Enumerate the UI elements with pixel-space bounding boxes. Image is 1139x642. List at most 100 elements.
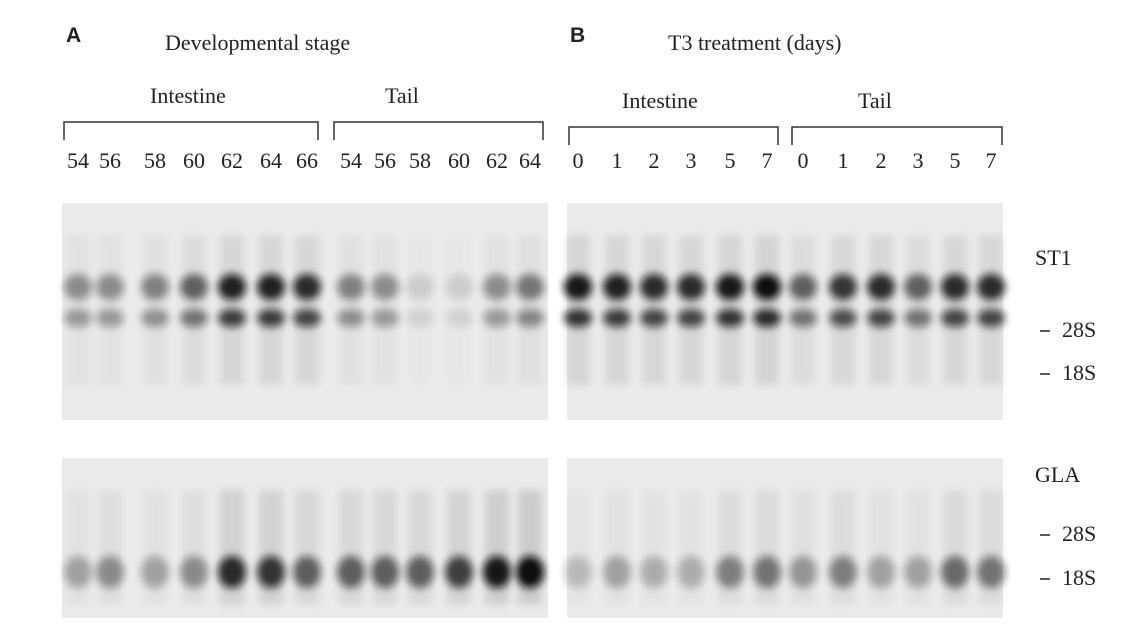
band	[406, 274, 434, 300]
band	[180, 309, 208, 327]
band	[218, 556, 246, 588]
lane-label: 0	[798, 148, 809, 173]
marker-label: 28S	[1062, 317, 1096, 342]
band	[257, 309, 285, 327]
lane-label: 1	[838, 148, 849, 173]
band	[96, 274, 124, 300]
lane-label: 56	[374, 148, 396, 173]
lane-label: 54	[340, 148, 362, 173]
band	[337, 556, 365, 588]
band	[141, 556, 169, 588]
band	[904, 274, 932, 300]
band	[753, 556, 781, 588]
band	[677, 309, 705, 327]
band	[180, 556, 208, 588]
band	[180, 274, 208, 300]
lane-label: 64	[519, 148, 541, 173]
band	[640, 274, 668, 300]
band	[337, 309, 365, 327]
band	[257, 556, 285, 588]
band	[406, 309, 434, 327]
band	[96, 556, 124, 588]
band	[371, 274, 399, 300]
panel-title: T3 treatment (days)	[668, 30, 842, 55]
band	[141, 274, 169, 300]
blot-b-gla	[567, 458, 1003, 618]
lane-label: 7	[762, 148, 773, 173]
lane-label: 1	[612, 148, 623, 173]
band	[516, 556, 544, 588]
band	[483, 274, 511, 300]
band	[941, 556, 969, 588]
band	[445, 309, 473, 327]
lane-label: 60	[448, 148, 470, 173]
lane-label: 7	[986, 148, 997, 173]
band	[406, 556, 434, 588]
band	[564, 274, 592, 300]
band	[977, 309, 1005, 327]
band	[337, 274, 365, 300]
band	[789, 274, 817, 300]
brackets	[63, 121, 1003, 145]
probe-name: ST1	[1035, 245, 1072, 270]
group-name: Tail	[858, 88, 892, 113]
marker-label: 18S	[1062, 360, 1096, 385]
lane-label: 3	[913, 148, 924, 173]
band	[64, 556, 92, 588]
band	[603, 556, 631, 588]
band	[483, 556, 511, 588]
lane-label: 66	[296, 148, 318, 173]
lane-label: 58	[409, 148, 431, 173]
band	[564, 556, 592, 588]
band	[716, 309, 744, 327]
band	[483, 309, 511, 327]
lane-label: 0	[573, 148, 584, 173]
panel-label: A	[66, 24, 81, 47]
band	[867, 556, 895, 588]
lane-label: 64	[260, 148, 282, 173]
band	[941, 309, 969, 327]
band	[677, 556, 705, 588]
band	[640, 556, 668, 588]
lane-label: 60	[183, 148, 205, 173]
marker-label: 28S	[1062, 521, 1096, 546]
lane-label: 62	[221, 148, 243, 173]
lane-label: 5	[725, 148, 736, 173]
band	[96, 309, 124, 327]
group-name: Tail	[385, 83, 419, 108]
band	[64, 309, 92, 327]
band	[789, 556, 817, 588]
band	[753, 309, 781, 327]
band	[829, 274, 857, 300]
band	[829, 556, 857, 588]
band	[141, 309, 169, 327]
lane-label: 56	[99, 148, 121, 173]
group-name: Intestine	[150, 83, 226, 108]
band	[603, 309, 631, 327]
band	[829, 309, 857, 327]
band	[904, 556, 932, 588]
band	[64, 274, 92, 300]
band	[293, 556, 321, 588]
band	[941, 274, 969, 300]
lane-label: 58	[144, 148, 166, 173]
band	[564, 309, 592, 327]
band	[218, 309, 246, 327]
band	[716, 274, 744, 300]
band	[603, 274, 631, 300]
band	[257, 274, 285, 300]
band	[371, 556, 399, 588]
lane-label: 5	[950, 148, 961, 173]
band	[867, 309, 895, 327]
band	[218, 274, 246, 300]
lane-label: 2	[649, 148, 660, 173]
blot-b-st1	[567, 203, 1003, 420]
band	[445, 556, 473, 588]
band	[867, 274, 895, 300]
band	[640, 309, 668, 327]
panel-title: Developmental stage	[165, 30, 350, 55]
lane-label: 62	[486, 148, 508, 173]
band	[904, 309, 932, 327]
probe-name: GLA	[1035, 462, 1080, 487]
